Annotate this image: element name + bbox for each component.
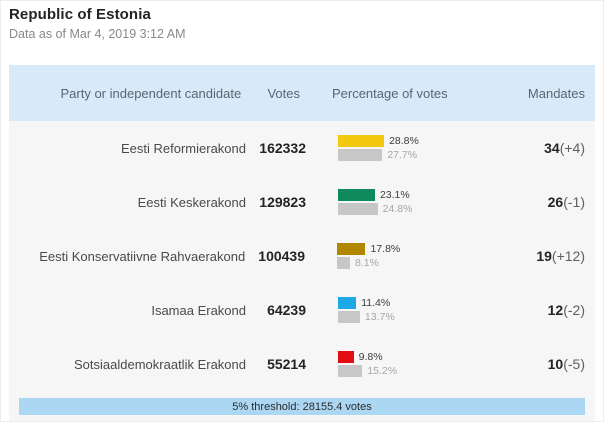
previous-percent-bar <box>338 203 378 215</box>
comparison-bars: 17.8% 8.1% <box>337 243 536 270</box>
mandates-change: (-1) <box>563 194 585 210</box>
previous-percent-bar <box>337 257 350 269</box>
party-name: Eesti Konservatiivne Rahvaerakond <box>39 248 246 264</box>
party-name: Eesti Reformierakond <box>121 140 246 156</box>
current-percent-label: 11.4% <box>361 297 391 309</box>
comparison-bars: 28.8% 27.7% <box>338 135 538 162</box>
mandates-cell: 26(-1) <box>538 194 595 210</box>
mandates-value: 26 <box>547 194 564 210</box>
votes-value: 100439 <box>258 248 305 264</box>
current-percent-bar <box>338 135 385 147</box>
table-row[interactable]: Eesti Reformierakond 162332 28.8% 27.7% <box>9 121 595 175</box>
percentage-cell: 17.8% 8.1% <box>337 243 536 270</box>
percentage-cell: 28.8% 27.7% <box>338 135 538 162</box>
current-percent-label: 17.8% <box>370 243 401 255</box>
mandates-change: (-5) <box>563 356 585 372</box>
mandates-change: (-2) <box>563 302 585 318</box>
previous-bar-line: 8.1% <box>337 257 536 270</box>
current-bar-line: 23.1% <box>338 189 538 202</box>
votes-value: 64239 <box>267 302 306 318</box>
mandates-cell: 34(+4) <box>538 140 595 156</box>
mandates-value: 12 <box>547 302 564 318</box>
previous-bar-line: 15.2% <box>338 365 538 378</box>
party-name: Isamaa Erakond <box>151 302 246 318</box>
party-name: Eesti Keskerakond <box>137 194 246 210</box>
threshold-banner: 5% threshold: 28155.4 votes <box>19 398 585 415</box>
previous-percent-label: 15.2% <box>367 365 398 377</box>
page-subtitle: Data as of Mar 4, 2019 3:12 AM <box>9 27 186 41</box>
mandates-change: (+4) <box>559 140 585 156</box>
votes-value: 129823 <box>259 194 306 210</box>
table-row[interactable]: Eesti Keskerakond 129823 23.1% 24.8% <box>9 175 595 229</box>
column-header-percentage: Percentage of votes <box>331 85 448 101</box>
percentage-cell: 23.1% 24.8% <box>338 189 538 216</box>
title-block: Republic of Estonia Data as of Mar 4, 20… <box>9 6 186 41</box>
current-percent-bar <box>338 297 357 309</box>
mandates-change: (+12) <box>551 248 585 264</box>
previous-percent-label: 27.7% <box>387 149 418 161</box>
previous-percent-bar <box>338 311 360 323</box>
current-percent-label: 9.8% <box>358 351 383 363</box>
previous-percent-bar <box>338 365 363 377</box>
current-bar-line: 17.8% <box>337 243 536 256</box>
previous-bar-line: 13.7% <box>338 311 538 324</box>
previous-bar-line: 24.8% <box>338 203 538 216</box>
current-percent-bar <box>338 351 354 363</box>
table-row[interactable]: Eesti Konservatiivne Rahvaerakond 100439… <box>9 229 595 283</box>
current-percent-label: 23.1% <box>379 189 410 201</box>
current-percent-label: 28.8% <box>389 135 419 147</box>
current-percent-bar <box>338 189 375 201</box>
party-name: Sotsiaaldemokraatlik Erakond <box>74 356 246 372</box>
current-bar-line: 28.8% <box>338 135 538 148</box>
comparison-bars: 9.8% 15.2% <box>338 351 538 378</box>
mandates-value: 10 <box>547 356 564 372</box>
column-header-party: Party or independent candidate <box>60 85 242 101</box>
table-row[interactable]: Isamaa Erakond 64239 11.4% 13.7% 1 <box>9 283 595 337</box>
current-percent-bar <box>337 243 366 255</box>
mandates-value: 34 <box>544 140 560 156</box>
mandates-cell: 10(-5) <box>538 356 595 372</box>
page-title: Republic of Estonia <box>9 6 151 23</box>
results-table: Party or independent candidate Votes Per… <box>9 65 595 421</box>
previous-bar-line: 27.7% <box>338 149 538 162</box>
table-header-row: Party or independent candidate Votes Per… <box>9 65 595 121</box>
comparison-bars: 23.1% 24.8% <box>338 189 538 216</box>
votes-value: 55214 <box>267 356 306 372</box>
percentage-cell: 11.4% 13.7% <box>338 297 538 324</box>
current-bar-line: 11.4% <box>338 297 538 310</box>
table-row[interactable]: Sotsiaaldemokraatlik Erakond 55214 9.8% … <box>9 337 595 391</box>
previous-percent-label: 13.7% <box>364 311 395 323</box>
comparison-bars: 11.4% 13.7% <box>338 297 538 324</box>
column-header-votes: Votes <box>267 85 300 101</box>
table-footer: 5% threshold: 28155.4 votes <box>9 391 595 421</box>
column-header-mandates: Mandates <box>527 85 585 101</box>
mandates-cell: 12(-2) <box>538 302 595 318</box>
table-body: Eesti Reformierakond 162332 28.8% 27.7% <box>9 121 595 421</box>
current-bar-line: 9.8% <box>338 351 538 364</box>
previous-percent-label: 8.1% <box>354 257 379 269</box>
mandates-value: 19 <box>536 248 552 264</box>
votes-value: 162332 <box>259 140 306 156</box>
percentage-cell: 9.8% 15.2% <box>338 351 538 378</box>
previous-percent-label: 24.8% <box>382 203 413 215</box>
previous-percent-bar <box>338 149 383 161</box>
mandates-cell: 19(+12) <box>536 248 595 264</box>
